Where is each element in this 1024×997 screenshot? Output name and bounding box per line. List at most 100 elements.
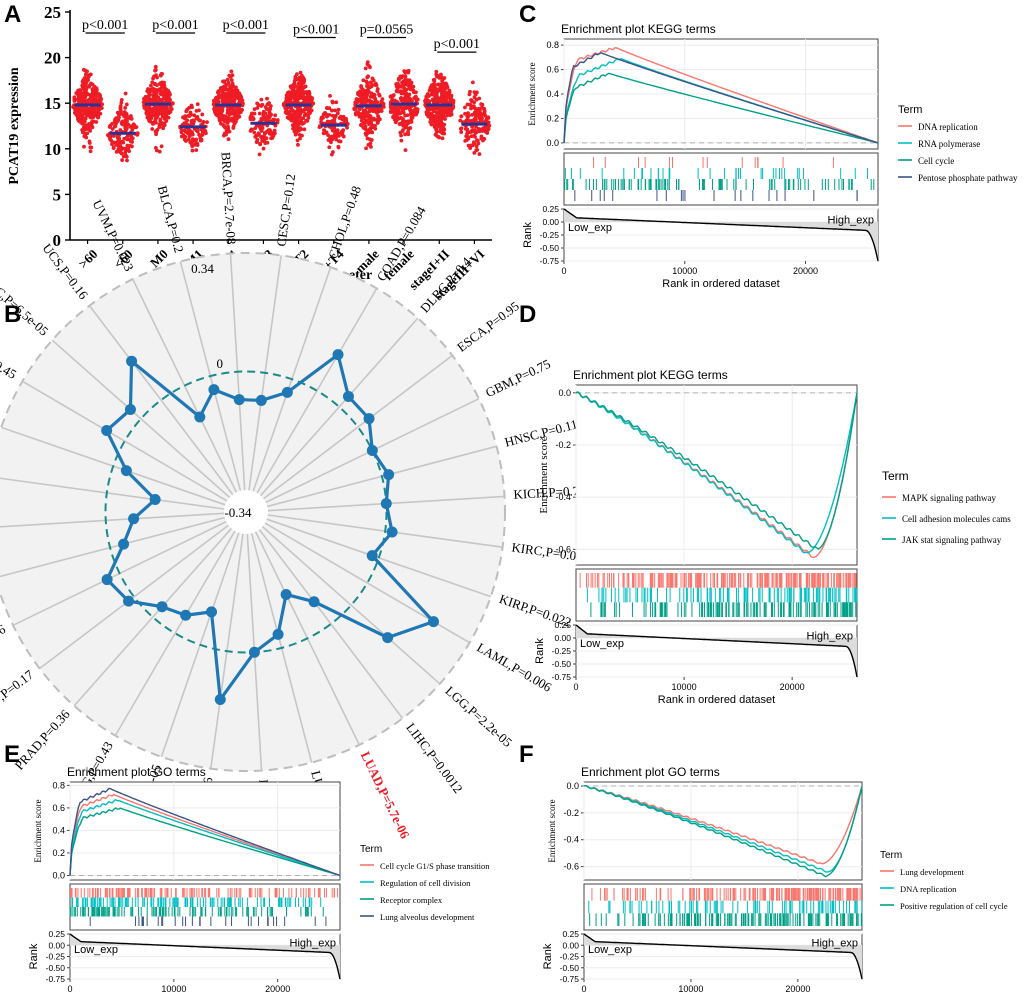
data-point: [373, 107, 378, 112]
data-point: [394, 119, 399, 124]
data-point: [255, 137, 260, 142]
radar-point-laml: [427, 616, 439, 628]
data-point: [398, 130, 403, 135]
data-point: [287, 90, 291, 95]
y-axis-title: PCAT19 expression: [7, 67, 22, 185]
data-point: [183, 134, 188, 139]
data-point: [321, 112, 326, 117]
data-point: [403, 74, 408, 79]
data-point: [301, 109, 306, 114]
data-point: [261, 146, 266, 151]
data-point: [479, 127, 483, 132]
data-point: [296, 94, 301, 99]
radar-point-luad: [280, 588, 292, 600]
data-point: [160, 97, 165, 102]
data-point: [98, 98, 103, 103]
data-point: [407, 95, 411, 100]
data-point: [190, 105, 194, 110]
data-point: [486, 120, 491, 125]
es-tick-label: 0.0: [558, 388, 571, 398]
data-point: [129, 117, 134, 121]
x-tick-label: >60: [75, 246, 100, 271]
data-point: [252, 130, 257, 135]
data-point: [146, 109, 151, 114]
data-point: [291, 108, 295, 113]
data-point: [428, 107, 433, 112]
rank-high-label: High_exp: [290, 938, 336, 950]
data-point: [284, 93, 289, 98]
data-point: [371, 123, 376, 128]
x-tick-label: 0: [67, 984, 72, 994]
data-point: [84, 135, 89, 140]
data-point: [214, 95, 219, 100]
data-point: [365, 131, 369, 136]
data-point: [406, 68, 411, 73]
data-point: [87, 139, 92, 144]
data-point: [327, 145, 332, 150]
data-point: [263, 111, 268, 116]
data-point: [72, 95, 77, 100]
data-point: [376, 114, 380, 118]
p-value-label: p=0.0565: [360, 23, 413, 38]
radar-point-kich: [380, 498, 392, 510]
data-point: [366, 142, 371, 147]
data-point: [443, 117, 447, 121]
radar-point-cesc: [255, 394, 267, 406]
data-point: [469, 129, 474, 134]
data-point: [369, 144, 373, 149]
data-point: [154, 91, 159, 96]
radar-spoke: [51, 339, 231, 499]
data-point: [329, 125, 334, 130]
data-point: [128, 143, 133, 148]
radar-point-blca: [208, 384, 220, 396]
data-point: [429, 83, 434, 88]
es-curve-0: [583, 784, 863, 865]
data-point: [88, 149, 93, 154]
data-point: [296, 90, 301, 94]
data-point: [263, 105, 268, 110]
data-point: [226, 124, 230, 129]
data-point: [321, 131, 326, 136]
x-axis-title: Rank in ordered dataset: [662, 278, 779, 290]
data-point: [474, 124, 478, 129]
rank-tick-label: -0.75: [552, 672, 572, 682]
data-point: [300, 95, 305, 100]
p-value-label: p<0.001: [82, 18, 128, 33]
x-tick-label: 10000: [678, 984, 703, 994]
data-point: [373, 126, 378, 131]
data-point: [477, 108, 482, 113]
data-point: [440, 136, 445, 141]
radar-spoke: [73, 527, 233, 707]
data-point: [154, 115, 159, 120]
data-point: [294, 126, 298, 131]
data-point: [153, 67, 158, 72]
data-point: [371, 78, 376, 83]
es-tick-label: -0.6: [563, 862, 579, 872]
data-point: [202, 128, 207, 133]
data-point: [305, 107, 309, 112]
rank-low-label: Low_exp: [74, 944, 118, 956]
data-point: [406, 121, 411, 125]
data-point: [407, 86, 412, 91]
rank-low-label: Low_exp: [568, 222, 612, 234]
data-point: [441, 88, 446, 93]
data-point: [189, 122, 194, 126]
radar-point-thym: [101, 425, 113, 437]
data-point: [366, 85, 371, 90]
data-point: [330, 108, 334, 113]
data-point: [293, 84, 298, 88]
data-point: [463, 111, 467, 116]
data-point: [112, 140, 117, 145]
data-point: [270, 136, 274, 140]
data-point: [359, 118, 364, 123]
data-point: [190, 137, 195, 142]
data-point: [120, 139, 125, 144]
es-tick-label: 0.2: [546, 113, 559, 123]
data-point: [88, 111, 92, 115]
data-point: [110, 127, 115, 131]
radar-spoke: [88, 305, 234, 495]
p-value-label: p<0.001: [152, 18, 198, 33]
data-point: [153, 145, 158, 150]
rank-low-label: Low_exp: [588, 944, 632, 956]
data-point: [223, 84, 228, 89]
